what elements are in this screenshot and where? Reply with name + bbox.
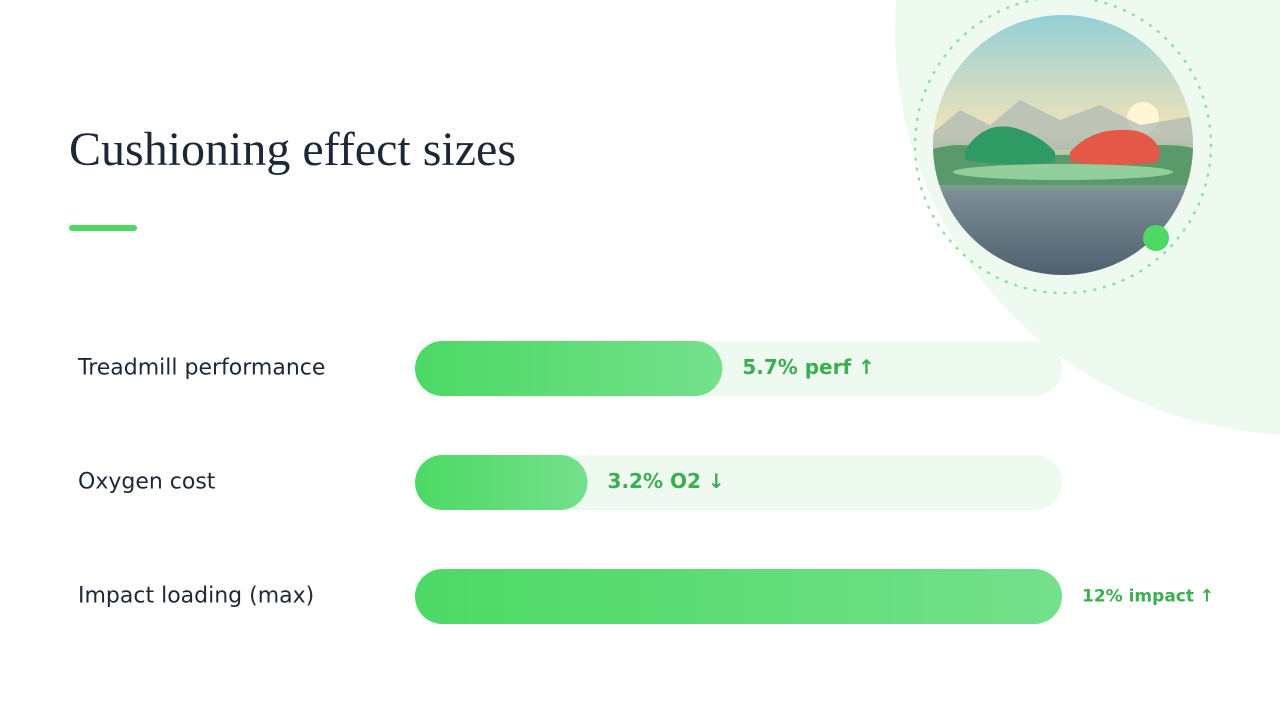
bar (415, 455, 588, 510)
title-underline (69, 225, 137, 231)
category-label: Treadmill performance (77, 356, 325, 381)
bar (415, 569, 1062, 624)
bar (415, 341, 723, 396)
value-label: 3.2% O2 ↓ (608, 469, 725, 493)
category-label: Impact loading (max) (78, 584, 314, 609)
accent-dot (1143, 225, 1169, 251)
category-label: Oxygen cost (78, 470, 216, 495)
dotted-ring (913, 0, 1213, 295)
value-label: 5.7% perf ↑ (742, 355, 875, 379)
chart-title: Cushioning effect sizes (69, 123, 516, 176)
value-label: 12% impact ↑ (1082, 587, 1214, 607)
